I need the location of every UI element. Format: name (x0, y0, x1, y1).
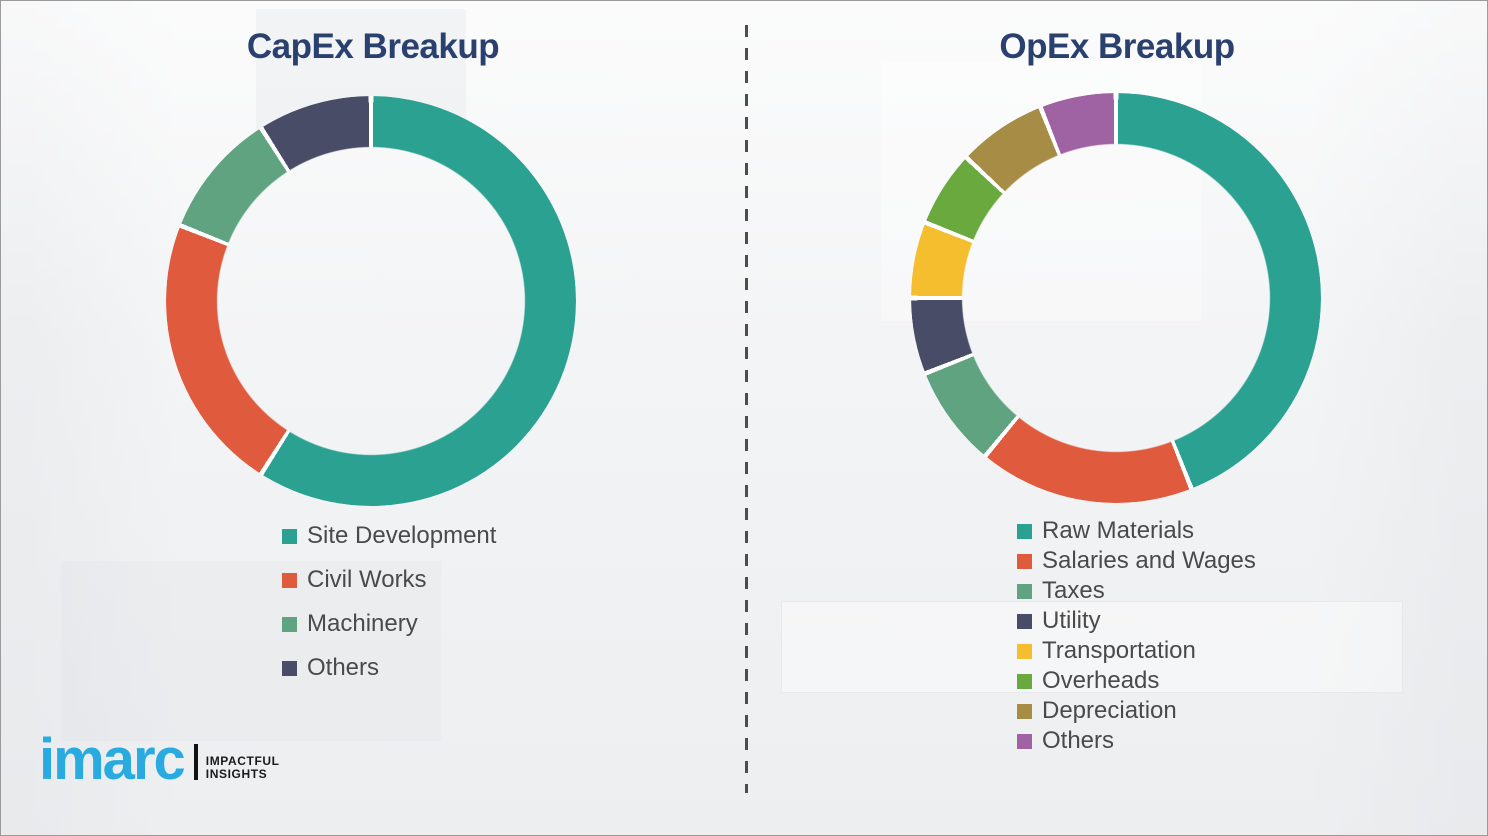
opex-donut-chart (911, 93, 1321, 503)
legend-item: Transportation (1017, 636, 1256, 666)
opex-title: OpEx Breakup (999, 27, 1235, 66)
legend-label: Taxes (1042, 577, 1105, 604)
legend-label: Others (307, 654, 380, 681)
imarc-logo: imarc IMPACTFUL INSIGHTS (39, 727, 280, 792)
capex-legend: Site Development Civil Works Machinery Othe… (282, 514, 496, 690)
legend-item: Utility (1017, 606, 1256, 636)
logo-tagline-line1: IMPACTFUL (205, 753, 280, 768)
legend-item: Civil Works (282, 558, 496, 602)
legend-item: Taxes (1017, 576, 1256, 606)
legend-swatch-icon (1017, 583, 1032, 599)
legend-item: Salaries and Wages (1017, 546, 1256, 576)
legend-label: Depreciation (1042, 697, 1177, 724)
legend-item: Others (282, 646, 496, 690)
legend-item: Raw Materials (1017, 516, 1256, 546)
legend-label: Others (1042, 727, 1115, 754)
legend-swatch-icon (1017, 643, 1032, 659)
legend-swatch-icon (1017, 703, 1032, 719)
capex-title: CapEx Breakup (246, 27, 500, 66)
legend-label: Transportation (1042, 637, 1196, 664)
legend-label: Machinery (307, 610, 418, 637)
legend-label: Civil Works (307, 566, 427, 593)
legend-item: Site Development (282, 514, 496, 558)
legend-swatch-icon (1017, 553, 1032, 569)
legend-swatch-icon (282, 572, 297, 588)
opex-legend: Raw Materials Salaries and Wages Taxes Util… (1017, 516, 1256, 756)
legend-swatch-icon (1017, 613, 1032, 629)
legend-item: Others (1017, 726, 1256, 756)
legend-swatch-icon (1017, 673, 1032, 689)
opex-panel: OpEx Breakup Raw Materials Salaries and W… (745, 1, 1487, 835)
legend-swatch-icon (1017, 733, 1032, 749)
dashed-divider-line (745, 25, 748, 793)
legend-swatch-icon (282, 660, 297, 676)
legend-swatch-icon (1017, 523, 1032, 539)
legend-item: Machinery (282, 602, 496, 646)
logo-tagline-line2: INSIGHTS (205, 767, 268, 782)
legend-label: Raw Materials (1042, 517, 1195, 544)
legend-label: Utility (1042, 607, 1101, 634)
imarc-wordmark: imarc (39, 727, 186, 792)
capex-donut-chart (166, 96, 576, 506)
capex-panel: CapEx Breakup Site Development Civil Work… (1, 1, 745, 835)
logo-divider-bar (193, 744, 198, 781)
legend-item: Overheads (1017, 666, 1256, 696)
legend-label: Salaries and Wages (1042, 547, 1256, 574)
legend-item: Depreciation (1017, 696, 1256, 726)
legend-swatch-icon (282, 616, 297, 632)
logo-tagline: IMPACTFUL INSIGHTS (205, 753, 280, 786)
legend-swatch-icon (282, 528, 297, 544)
legend-label: Overheads (1042, 667, 1160, 694)
legend-label: Site Development (307, 522, 497, 549)
